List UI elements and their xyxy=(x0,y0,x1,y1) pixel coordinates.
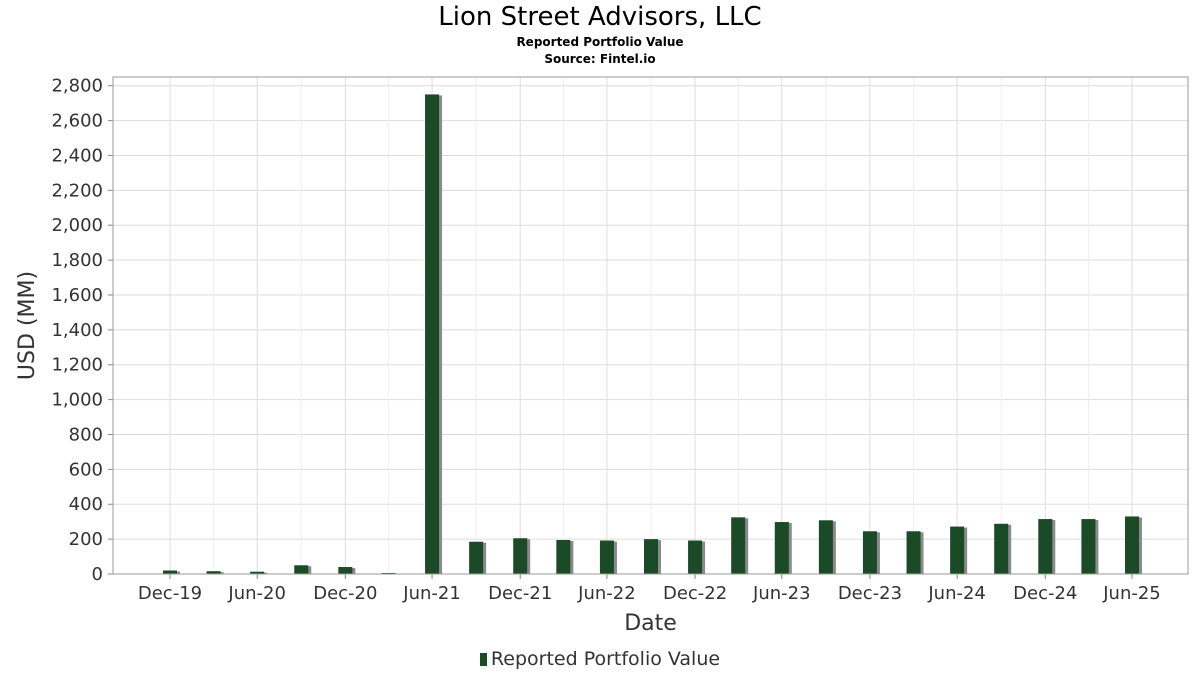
x-tick-label: Dec-22 xyxy=(663,583,727,604)
bar xyxy=(644,539,658,574)
bar xyxy=(556,539,571,574)
bar xyxy=(294,565,309,574)
bar xyxy=(250,571,265,574)
bar xyxy=(425,94,440,574)
bar xyxy=(599,540,614,574)
x-tick-label: Dec-24 xyxy=(1013,583,1077,604)
y-tick-label: 600 xyxy=(69,459,103,480)
y-tick-label: 2,600 xyxy=(51,111,103,132)
x-tick-label: Dec-21 xyxy=(488,583,552,604)
y-tick-label: 1,400 xyxy=(51,320,103,341)
y-tick-label: 0 xyxy=(92,564,103,585)
bar xyxy=(1081,519,1096,574)
y-tick-label: 800 xyxy=(69,424,103,445)
y-tick-label: 2,800 xyxy=(51,76,103,97)
y-tick-label: 1,200 xyxy=(51,355,103,376)
legend-label: Reported Portfolio Value xyxy=(490,648,721,670)
bar xyxy=(338,567,353,574)
x-tick-label: Jun-20 xyxy=(227,583,286,604)
x-tick-label: Dec-20 xyxy=(313,583,377,604)
chart-title: Lion Street Advisors, LLC xyxy=(438,2,762,32)
y-tick-label: 2,000 xyxy=(51,215,103,236)
y-axis-label: USD (MM) xyxy=(15,271,40,380)
x-tick-label: Jun-24 xyxy=(927,583,986,604)
bar xyxy=(818,520,833,574)
x-tick-label: Jun-22 xyxy=(577,583,636,604)
y-tick-label: 1,800 xyxy=(51,250,103,271)
bar xyxy=(862,531,877,574)
bar xyxy=(513,538,528,574)
bar xyxy=(688,540,703,574)
bar xyxy=(994,523,1009,574)
bar xyxy=(1125,516,1139,574)
y-tick-label: 2,400 xyxy=(51,145,103,166)
bar xyxy=(731,517,746,574)
chart-source: Source: Fintel.io xyxy=(544,52,656,66)
y-tick-label: 200 xyxy=(69,529,103,550)
y-tick-label: 400 xyxy=(69,494,103,515)
legend: Reported Portfolio Value xyxy=(0,648,1200,670)
bar xyxy=(774,522,789,574)
bar xyxy=(906,531,921,574)
bar xyxy=(163,570,177,574)
bar xyxy=(469,541,484,574)
x-tick-label: Jun-23 xyxy=(752,583,811,604)
bar xyxy=(206,571,221,574)
x-tick-label: Jun-25 xyxy=(1102,583,1161,604)
x-tick-label: Jun-21 xyxy=(402,583,461,604)
plot-border xyxy=(112,76,1189,575)
bar xyxy=(1038,519,1053,574)
chart-subtitle: Reported Portfolio Value xyxy=(516,35,684,49)
bar xyxy=(950,526,965,574)
legend-swatch xyxy=(479,653,487,666)
y-tick-label: 2,200 xyxy=(51,180,103,201)
x-axis-label: Date xyxy=(624,611,677,636)
y-tick-label: 1,000 xyxy=(51,390,103,411)
x-tick-label: Dec-19 xyxy=(138,583,202,604)
x-tick-label: Dec-23 xyxy=(838,583,902,604)
y-tick-label: 1,600 xyxy=(51,285,103,306)
